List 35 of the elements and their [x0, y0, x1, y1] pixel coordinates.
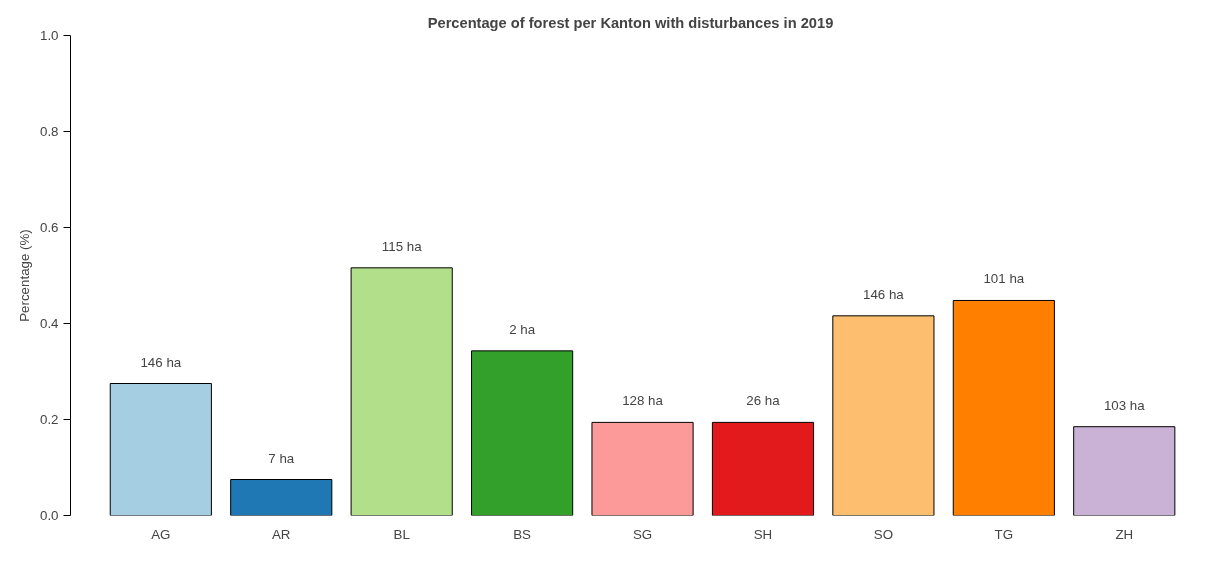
- x-tick-label: BS: [513, 526, 532, 542]
- y-tick-label: 1.0: [39, 28, 59, 43]
- x-tick-label: BL: [393, 526, 410, 542]
- bar: [711, 421, 815, 516]
- x-tick-label: SH: [753, 526, 773, 542]
- y-tick-label: 0.4: [39, 316, 60, 331]
- annotation: 103 ha: [1103, 397, 1146, 413]
- x-tick-label: AG: [151, 526, 171, 542]
- y-tick-label: 0.0: [39, 508, 59, 523]
- bar: [350, 267, 453, 516]
- y-tick-label: 0.8: [39, 124, 59, 139]
- x-tick-label: ZH: [1115, 526, 1134, 542]
- y-tick-label: 0.6: [39, 220, 59, 235]
- bar: [832, 315, 935, 516]
- bar: [230, 479, 333, 516]
- x-tick-label: SG: [632, 526, 653, 542]
- x-tick-label: AR: [272, 526, 291, 542]
- annotation: 146 ha: [863, 286, 905, 302]
- annotation: 146 ha: [140, 354, 182, 370]
- annotation: 7 ha: [268, 450, 295, 466]
- bar: [1073, 426, 1176, 516]
- chart-title: Percentage of forest per Kanton with disturbances in 2019: [427, 14, 834, 31]
- bar: [591, 421, 694, 516]
- x-tick-label: TG: [994, 526, 1014, 542]
- bar: [952, 299, 1055, 516]
- y-axis-title: Percentage (%): [16, 229, 32, 322]
- y-tick-label: 0.2: [39, 412, 59, 427]
- annotation: 101 ha: [983, 271, 1025, 287]
- annotation: 2 ha: [509, 321, 536, 337]
- bar: [471, 350, 574, 516]
- annotation: 128 ha: [622, 393, 664, 409]
- x-tick-label: SO: [873, 526, 894, 542]
- annotation: 115 ha: [381, 238, 423, 254]
- annotation: 26 ha: [746, 393, 781, 409]
- bar: [109, 383, 212, 516]
